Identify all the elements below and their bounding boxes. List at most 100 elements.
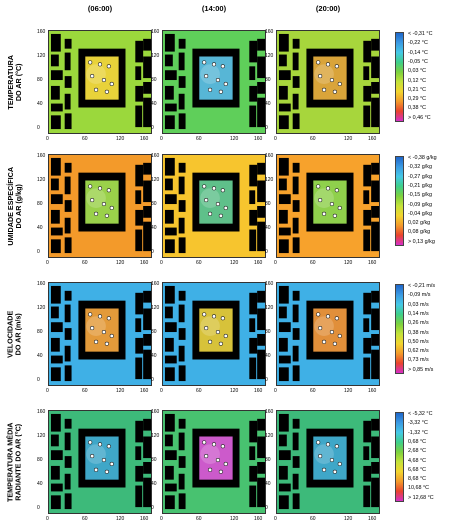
tree-marker: [94, 339, 99, 344]
building-block: [292, 290, 300, 301]
x-tick-label: 120: [344, 260, 353, 266]
building-block: [64, 473, 71, 490]
y-tick-label: 160: [265, 281, 274, 287]
row-label: TEMPERATURA DO AR (°C): [5, 54, 24, 110]
y-tick-label: 160: [265, 409, 274, 415]
y-tick-label: 40: [265, 481, 271, 487]
building-block: [64, 493, 72, 510]
building-block: [164, 465, 174, 480]
building-block: [64, 304, 71, 323]
tree-marker: [329, 329, 334, 335]
building-block: [178, 38, 186, 49]
tree-marker: [334, 316, 339, 321]
tree-marker: [322, 467, 327, 472]
tree-marker: [106, 188, 111, 193]
legend-label: -0,15 g/kg: [408, 192, 432, 199]
y-tick-label: 160: [37, 409, 46, 415]
building-block: [135, 66, 142, 81]
map-panel: [276, 282, 380, 386]
column-title-1400: (14:00): [201, 4, 227, 13]
building-block: [292, 76, 300, 88]
building-block: [257, 477, 265, 508]
tree-marker: [90, 454, 95, 459]
building-block: [50, 157, 61, 176]
y-tick-label: 160: [37, 281, 46, 287]
building-block: [135, 292, 144, 315]
x-tick-label: 160: [368, 516, 377, 522]
building-block: [278, 115, 289, 130]
building-block: [257, 334, 265, 346]
courtyard-gradient: [314, 188, 334, 208]
building-block: [371, 477, 379, 508]
building-block: [50, 239, 61, 254]
building-block: [371, 221, 379, 252]
x-tick-label: 60: [310, 260, 316, 266]
legend-label: 0,02 g/kg: [408, 220, 431, 227]
x-tick-label: 0: [274, 516, 277, 522]
building-block: [164, 450, 177, 461]
building-block: [292, 237, 300, 254]
legend-label: 0,08 g/kg: [408, 229, 431, 236]
building-block: [143, 38, 151, 51]
y-tick-label: 120: [37, 433, 46, 439]
building-block: [64, 162, 72, 173]
building-block: [164, 239, 175, 254]
building-block: [143, 462, 151, 474]
tree-marker: [334, 444, 339, 449]
building-block: [257, 97, 265, 128]
building-block: [135, 485, 143, 508]
tree-marker: [94, 87, 99, 92]
legend-label: 0,62 m/s: [408, 348, 429, 355]
courtyard-gradient: [314, 316, 334, 336]
building-block: [257, 206, 265, 218]
map-panel: [162, 282, 266, 386]
courtyard-gradient: [86, 188, 106, 208]
building-block: [363, 485, 371, 508]
courtyard-gradient: [200, 188, 220, 208]
tree-marker: [337, 333, 342, 339]
building-block: [50, 33, 61, 52]
x-tick-label: 160: [254, 388, 263, 394]
y-tick-label: 120: [151, 53, 160, 59]
x-tick-label: 0: [160, 136, 163, 142]
building-block: [50, 54, 59, 67]
tree-marker: [94, 211, 99, 216]
building-block: [257, 349, 265, 380]
building-block: [50, 450, 63, 461]
building-block: [64, 418, 72, 429]
map-panel: [276, 30, 380, 134]
legend-label: 0,50 m/s: [408, 338, 429, 345]
building-block: [164, 70, 177, 81]
y-tick-label: 120: [151, 177, 160, 183]
y-tick-label: 160: [37, 29, 46, 35]
tree-marker: [218, 213, 223, 218]
y-tick-label: 40: [151, 225, 157, 231]
legend-label: -0,14 °C: [408, 49, 428, 56]
building-block: [50, 85, 60, 100]
building-block: [64, 52, 71, 71]
tree-marker: [211, 442, 217, 447]
tree-marker: [90, 198, 95, 203]
building-block: [363, 190, 370, 205]
building-block: [143, 477, 151, 508]
legend-label: -0,27 g/kg: [408, 173, 432, 180]
tree-marker: [223, 81, 228, 87]
building-block: [249, 105, 257, 128]
legend-label: -0,32 g/kg: [408, 164, 432, 171]
y-tick-label: 0: [151, 125, 154, 131]
tree-marker: [325, 62, 331, 67]
tree-marker: [337, 461, 342, 467]
building-block: [164, 103, 177, 112]
building-block: [371, 82, 379, 94]
legend-label: 0,03 °C: [408, 68, 427, 75]
y-tick-label: 120: [265, 53, 274, 59]
building-block: [257, 82, 265, 94]
tree-marker: [202, 184, 207, 189]
legend-label: < -0,21 m/s: [408, 283, 436, 289]
building-block: [371, 56, 379, 79]
building-block: [292, 456, 300, 468]
map-panel: [162, 410, 266, 514]
building-block: [143, 436, 151, 459]
building-block: [135, 85, 144, 102]
tree-marker: [318, 454, 323, 459]
